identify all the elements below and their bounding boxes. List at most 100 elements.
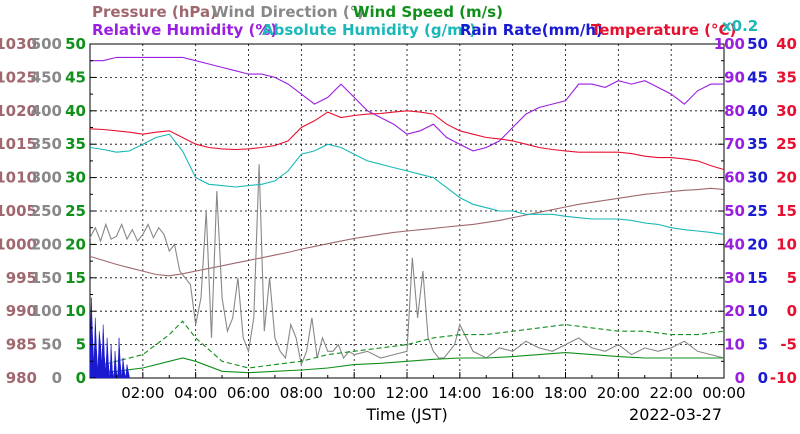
y-tick-label-wind-direction: 300 xyxy=(31,169,62,187)
y-tick-label-temperature: 20 xyxy=(776,169,797,187)
y-tick-label-wind-direction: 100 xyxy=(31,302,62,320)
x-tick-label: 00:00 xyxy=(702,384,745,402)
y-tick-label-relative-humidity: 70 xyxy=(724,135,745,153)
y-tick-label-wind-direction: 0 xyxy=(52,369,62,387)
y-tick-label-wind-speed: 30 xyxy=(65,169,86,187)
header-row-2: Relative Humidity (%) Absolute Humidity … xyxy=(92,17,758,39)
y-tick-label-rain-rate: 5 xyxy=(758,336,768,354)
y-tick-label-rain-rate: 30 xyxy=(747,169,768,187)
rain-rate-bar xyxy=(128,371,130,379)
y-tick-label-pressure: 1015 xyxy=(0,135,37,153)
y-tick-label-wind-speed: 0 xyxy=(76,369,86,387)
series-absolute-humidity-g-m xyxy=(89,133,725,235)
y-tick-label-rain-rate: 40 xyxy=(747,102,768,120)
y-tick-label-relative-humidity: 40 xyxy=(724,235,745,253)
y-tick-label-wind-speed: 5 xyxy=(76,336,86,354)
y-tick-label-rain-rate: 35 xyxy=(747,135,768,153)
rain-rate-bar xyxy=(124,371,126,379)
x-tick-label: 12:00 xyxy=(385,384,428,402)
axis-ticks xyxy=(90,43,725,379)
y-tick-label-temperature: 30 xyxy=(776,102,797,120)
y-tick-label-pressure: 1010 xyxy=(0,169,37,187)
y-tick-label-temperature: 10 xyxy=(776,235,797,253)
y-tick-label-pressure: 1020 xyxy=(0,102,37,120)
series-temperature-c xyxy=(89,110,725,171)
y-tick-label-temperature: 35 xyxy=(776,68,797,86)
series-wind-speed-m-s xyxy=(89,352,724,374)
rain-rate-bar xyxy=(108,364,111,379)
legend-relative-humidity: Relative Humidity (%) xyxy=(92,21,277,39)
y-tick-label-wind-direction: 450 xyxy=(31,68,62,86)
legend-wind-direction: Wind Direction (°) xyxy=(212,3,364,21)
series-wind-speed-max-m-s xyxy=(89,320,725,369)
left-axis-labels: 1030102510201015101010051000995990985980… xyxy=(0,35,86,387)
y-tick-label-wind-speed: 25 xyxy=(65,202,86,220)
y-tick-label-pressure: 980 xyxy=(6,369,37,387)
y-tick-label-relative-humidity: 10 xyxy=(724,336,745,354)
x-tick-label: 20:00 xyxy=(597,384,640,402)
y-tick-label-wind-speed: 20 xyxy=(65,235,86,253)
y-tick-label-wind-direction: 250 xyxy=(31,202,62,220)
y-tick-label-pressure: 1005 xyxy=(0,202,37,220)
y-tick-label-wind-direction: 150 xyxy=(31,269,62,287)
x-tick-label: 06:00 xyxy=(227,384,270,402)
y-tick-label-temperature: -10 xyxy=(770,369,797,387)
x-tick-label: 08:00 xyxy=(280,384,323,402)
x-tick-label: 04:00 xyxy=(174,384,217,402)
y-tick-label-wind-speed: 35 xyxy=(65,135,86,153)
y-tick-label-relative-humidity: 60 xyxy=(724,169,745,187)
y-tick-label-wind-speed: 10 xyxy=(65,302,86,320)
y-tick-label-wind-direction: 50 xyxy=(41,336,62,354)
x-tick-label: 22:00 xyxy=(650,384,693,402)
x-tick-label: 10:00 xyxy=(333,384,376,402)
legend-pressure: Pressure (hPa) xyxy=(92,3,217,21)
legend-absolute-humidity: Absolute Humidity (g/m³) xyxy=(262,21,476,39)
y-tick-label-pressure: 990 xyxy=(6,302,37,320)
right-axis-labels: 1009080706050403020100504540353025201510… xyxy=(714,35,797,387)
y-tick-label-wind-direction: 350 xyxy=(31,135,62,153)
legend-rain-rate: Rain Rate(mm/h) xyxy=(460,21,603,39)
date-label: 2022-03-27 xyxy=(629,405,722,424)
x-axis-labels: 02:00 04:00 06:00 08:00 10:00 12:00 14:00 16:00… xyxy=(121,384,745,402)
y-tick-label-pressure: 1000 xyxy=(0,235,37,253)
y-tick-label-relative-humidity: 90 xyxy=(724,68,745,86)
y-tick-label-temperature: 40 xyxy=(776,35,797,53)
y-tick-label-rain-rate: 10 xyxy=(747,302,768,320)
series-relative-humidity xyxy=(90,56,724,152)
x-tick-label: 14:00 xyxy=(438,384,481,402)
x-axis-title: Time (JST) xyxy=(365,405,447,424)
rain-rate-bar xyxy=(112,371,115,379)
y-tick-label-wind-direction: 200 xyxy=(31,235,62,253)
legend-wind-speed: Wind Speed (m/s) xyxy=(353,3,503,21)
x-tick-label: 18:00 xyxy=(544,384,587,402)
y-tick-label-wind-direction: 400 xyxy=(31,102,62,120)
y-tick-label-relative-humidity: 0 xyxy=(735,369,745,387)
y-tick-label-wind-speed: 45 xyxy=(65,68,86,86)
x-tick-label: 16:00 xyxy=(491,384,534,402)
y-tick-label-rain-rate: 0 xyxy=(758,369,768,387)
x-tick-label: 02:00 xyxy=(121,384,164,402)
y-tick-label-rain-rate: 25 xyxy=(747,202,768,220)
y-tick-label-temperature: 5 xyxy=(787,269,797,287)
y-tick-label-wind-direction: 500 xyxy=(31,35,62,53)
y-tick-label-relative-humidity: 100 xyxy=(714,35,745,53)
y-tick-label-rain-rate: 15 xyxy=(747,269,768,287)
y-tick-label-relative-humidity: 80 xyxy=(724,102,745,120)
rain-rate-bar xyxy=(120,364,122,379)
series-wind-direction xyxy=(89,164,725,367)
legend-temperature: Temperature (°C) xyxy=(591,21,736,39)
y-tick-label-temperature: 0 xyxy=(787,302,797,320)
series-pressure-hpa xyxy=(89,187,725,277)
y-tick-label-rain-rate: 50 xyxy=(747,35,768,53)
y-tick-label-pressure: 985 xyxy=(6,336,37,354)
y-tick-label-wind-speed: 15 xyxy=(65,269,86,287)
y-tick-label-wind-speed: 40 xyxy=(65,102,86,120)
series-layer xyxy=(89,56,725,379)
y-tick-label-temperature: 15 xyxy=(776,202,797,220)
rain-scale-note: x0.2 xyxy=(722,17,758,35)
y-tick-label-pressure: 1025 xyxy=(0,68,37,86)
grid xyxy=(90,44,724,378)
y-tick-label-temperature: -5 xyxy=(780,336,797,354)
y-tick-label-pressure: 1030 xyxy=(0,35,37,53)
